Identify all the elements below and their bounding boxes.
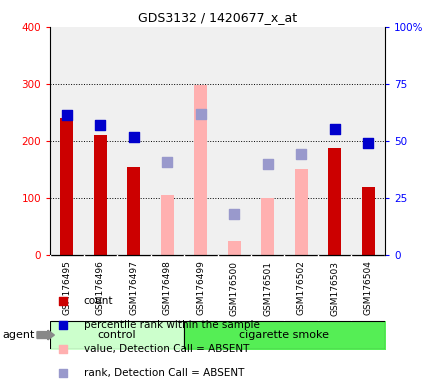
Text: GSM176496: GSM176496 (95, 261, 105, 316)
Point (63, 113, 70, 119)
Text: rank, Detection Call = ABSENT: rank, Detection Call = ABSENT (83, 368, 243, 379)
Point (297, 151, 304, 157)
Point (164, 159, 171, 166)
Text: GSM176503: GSM176503 (329, 261, 339, 316)
Point (60, 346, 67, 353)
Text: cigarette smoke: cigarette smoke (239, 330, 329, 340)
Bar (260, 198, 274, 255)
Text: GSM176497: GSM176497 (129, 261, 138, 316)
Point (60, 298, 67, 305)
Point (130, 134, 137, 140)
Point (60, 323, 67, 329)
Bar (60, 118, 73, 255)
Text: control: control (98, 330, 136, 340)
Bar (361, 187, 374, 255)
Title: GDS3132 / 1420677_x_at: GDS3132 / 1420677_x_at (138, 11, 296, 24)
Text: count: count (83, 296, 113, 306)
Point (230, 211, 237, 217)
Text: GSM176504: GSM176504 (363, 261, 372, 316)
Text: GSM176498: GSM176498 (162, 261, 171, 316)
Bar (194, 85, 207, 255)
Text: GSM176499: GSM176499 (196, 261, 205, 316)
Text: GSM176495: GSM176495 (62, 261, 71, 316)
Text: value, Detection Call = ABSENT: value, Detection Call = ABSENT (83, 344, 248, 354)
Point (197, 111, 204, 117)
Point (364, 140, 371, 146)
Bar (127, 167, 140, 255)
Point (331, 126, 338, 132)
Bar (294, 169, 307, 255)
Point (264, 161, 271, 167)
Text: percentile rank within the sample: percentile rank within the sample (83, 320, 259, 331)
Bar (93, 136, 107, 255)
Point (97, 122, 104, 128)
Text: agent: agent (2, 330, 34, 340)
Text: GSM176502: GSM176502 (296, 261, 305, 316)
Text: GSM176500: GSM176500 (229, 261, 238, 316)
Text: GSM176501: GSM176501 (263, 261, 272, 316)
Bar (160, 195, 174, 255)
Point (60, 370, 67, 376)
Bar (227, 241, 240, 255)
Bar (327, 148, 341, 255)
